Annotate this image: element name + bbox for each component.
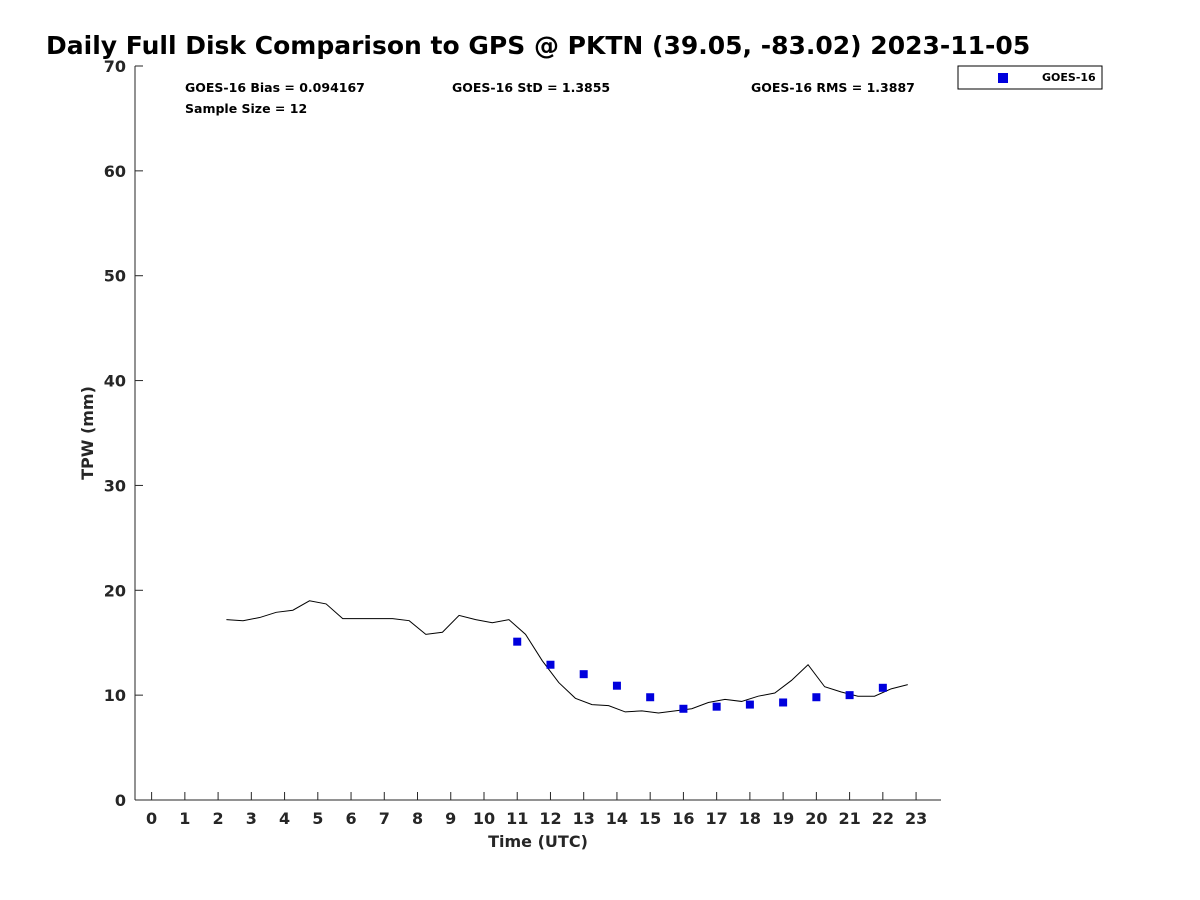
x-tick-label: 10 [473, 809, 495, 828]
x-tick-label: 8 [412, 809, 423, 828]
goes16-point [513, 637, 522, 646]
goes16-point [546, 660, 555, 669]
y-tick-label: 60 [104, 162, 126, 181]
y-tick-label: 20 [104, 581, 126, 600]
goes16-point [712, 702, 721, 711]
goes16-point [845, 691, 854, 700]
y-tick-label: 50 [104, 267, 126, 286]
x-axis-ticks: 0 1 2 3 4 5 6 7 8 9 10 11 12 13 14 15 16 17 18 19 20 21 22 23 [146, 792, 927, 828]
goes16-point [812, 693, 821, 702]
sample-size-stat: Sample Size = 12 [185, 101, 307, 116]
x-tick-label: 18 [739, 809, 761, 828]
y-tick-label: 30 [104, 476, 126, 495]
y-tick-label: 10 [104, 686, 126, 705]
rms-stat: GOES-16 RMS = 1.3887 [751, 80, 915, 95]
y-tick-label: 70 [104, 57, 126, 76]
gps-tpw-line [226, 600, 908, 714]
goes16-points [513, 637, 887, 713]
x-tick-label: 14 [606, 809, 628, 828]
y-tick-label: 0 [115, 791, 126, 810]
gps-tpw-polyline [226, 600, 908, 714]
x-tick-label: 0 [146, 809, 157, 828]
x-tick-label: 3 [246, 809, 257, 828]
x-tick-label: 6 [345, 809, 356, 828]
x-axis-label: Time (UTC) [488, 832, 588, 851]
x-tick-label: 12 [539, 809, 561, 828]
x-tick-label: 13 [573, 809, 595, 828]
x-tick-label: 21 [838, 809, 860, 828]
x-tick-label: 11 [506, 809, 528, 828]
legend-label: GOES-16 [1042, 71, 1096, 84]
bias-stat: GOES-16 Bias = 0.094167 [185, 80, 365, 95]
x-tick-label: 2 [213, 809, 224, 828]
goes16-point [779, 698, 788, 707]
axes [134, 66, 941, 801]
x-tick-label: 15 [639, 809, 661, 828]
legend-marker [998, 73, 1008, 83]
x-tick-label: 9 [445, 809, 456, 828]
x-tick-label: 22 [872, 809, 894, 828]
x-tick-label: 7 [379, 809, 390, 828]
x-tick-label: 5 [312, 809, 323, 828]
goes16-point [612, 681, 621, 690]
x-tick-label: 16 [672, 809, 694, 828]
x-tick-label: 4 [279, 809, 290, 828]
legend-box [957, 65, 1103, 90]
y-tick-label: 40 [104, 372, 126, 391]
x-tick-label: 1 [179, 809, 190, 828]
y-axis-label: TPW (mm) [78, 386, 97, 480]
x-tick-label: 17 [706, 809, 728, 828]
y-axis-ticks: 0 10 20 30 40 50 60 70 [104, 57, 143, 810]
legend: GOES-16 [957, 65, 1103, 90]
x-tick-label: 19 [772, 809, 794, 828]
x-tick-label: 20 [805, 809, 827, 828]
chart-title: Daily Full Disk Comparison to GPS @ PKTN… [46, 31, 1030, 60]
goes16-point [679, 704, 688, 713]
goes16-point [745, 700, 754, 709]
x-tick-label: 23 [905, 809, 927, 828]
goes16-point [646, 693, 655, 702]
goes16-point [878, 683, 887, 692]
goes16-point [579, 670, 588, 679]
std-stat: GOES-16 StD = 1.3855 [452, 80, 610, 95]
